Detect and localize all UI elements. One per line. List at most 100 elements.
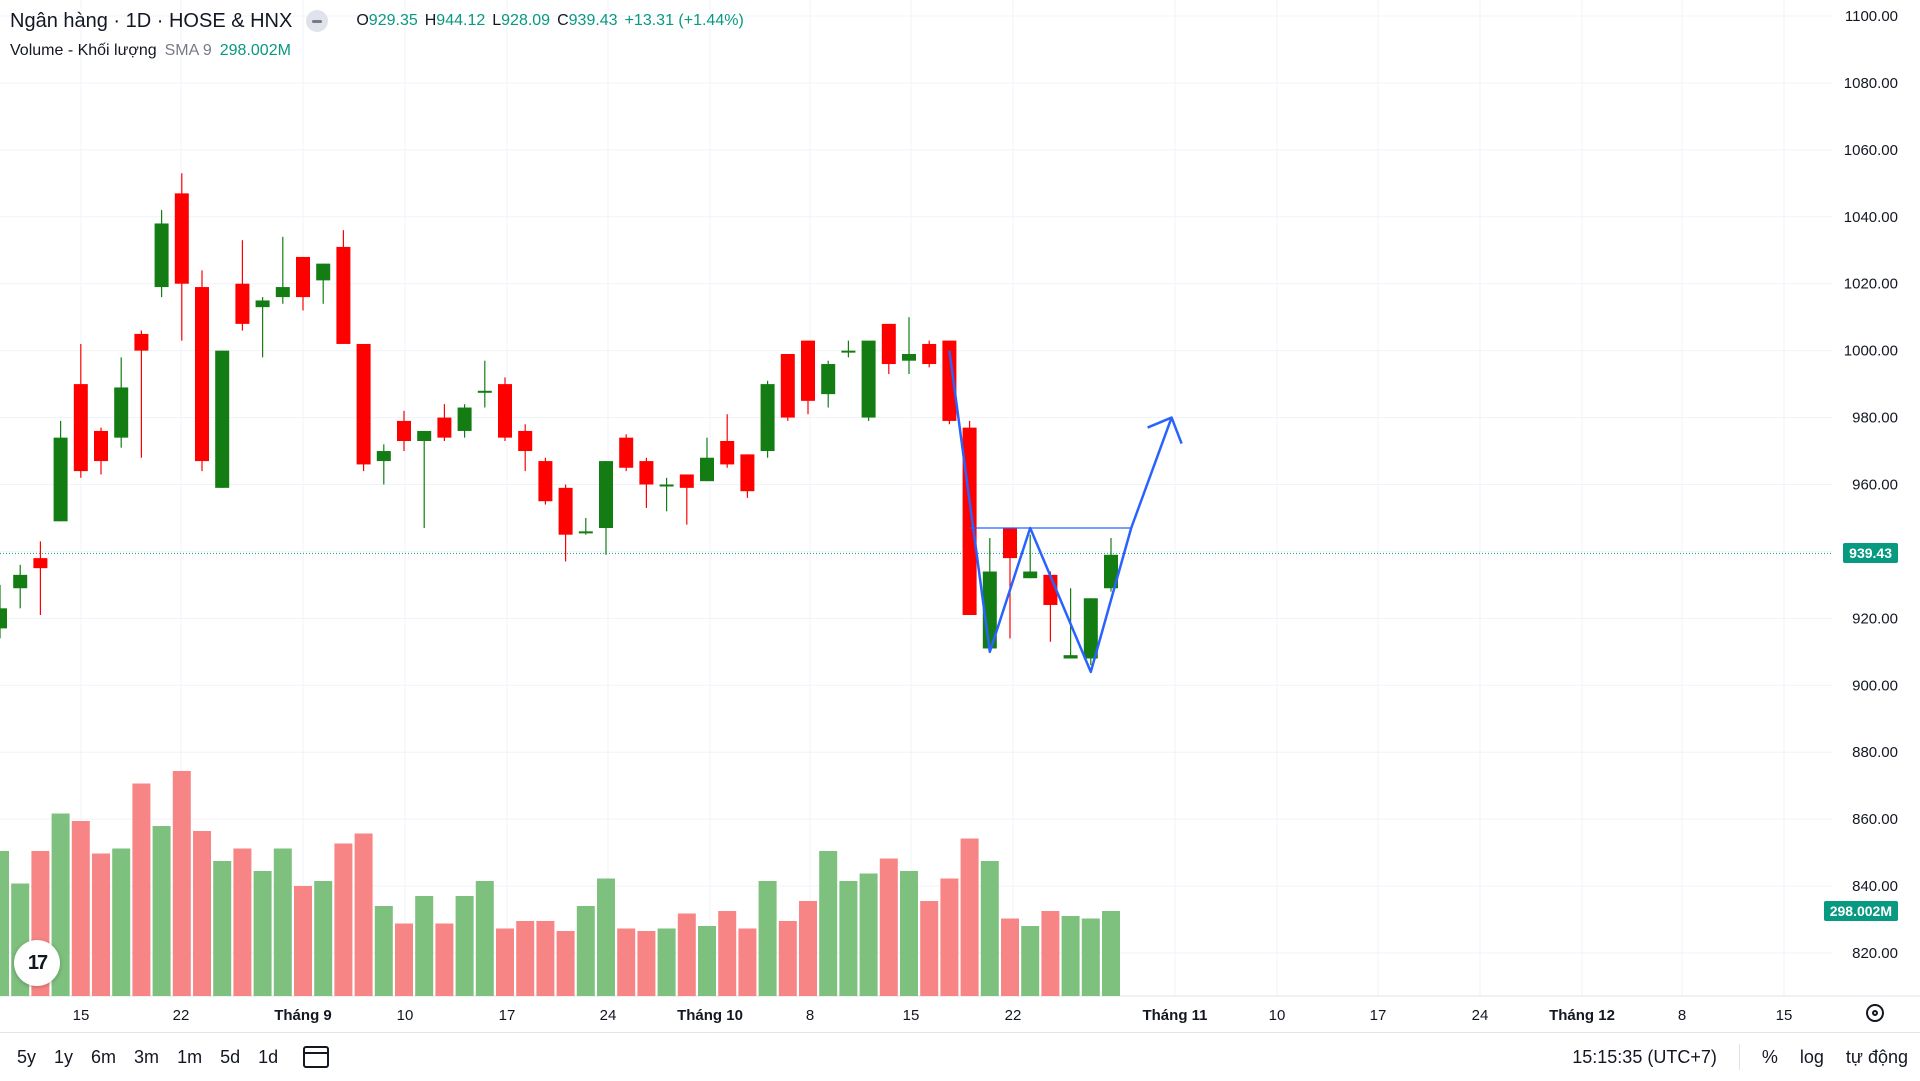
time-display[interactable]: 15:15:35 (UTC+7) xyxy=(1572,1046,1717,1067)
candle-body xyxy=(275,287,290,298)
time-tick-label: 15 xyxy=(903,1007,920,1024)
volume-bar xyxy=(879,858,898,996)
volume-bar xyxy=(112,848,131,996)
last-volume-tag: 298.002M xyxy=(1823,901,1898,921)
price-tick-label: 840.00 xyxy=(1852,878,1898,895)
candle-body xyxy=(619,437,634,468)
ohlc-values: O929.35 H944.12 L928.09 C939.43 +13.31 (… xyxy=(356,12,743,30)
price-tick-label: 1040.00 xyxy=(1844,209,1898,226)
candle-body xyxy=(94,430,108,462)
candle-body xyxy=(578,531,593,534)
volume-bar xyxy=(536,921,555,996)
tradingview-logo[interactable]: 17 xyxy=(14,940,60,986)
range-5y-button[interactable]: 5y xyxy=(17,1046,37,1067)
time-tick-label: 17 xyxy=(1370,1007,1387,1024)
volume-bar xyxy=(1061,916,1080,996)
candle-body xyxy=(760,384,775,452)
range-1d-button[interactable]: 1d xyxy=(258,1046,279,1067)
candle-body xyxy=(700,457,714,482)
double-bottom-drawing[interactable] xyxy=(948,350,1183,674)
volume-bar xyxy=(516,921,535,996)
candle-body xyxy=(0,608,7,629)
price-axis[interactable]: 1100.00 1080.00 1060.00 1040.00 1020.00 1000.… xyxy=(1844,8,1898,962)
candle-body xyxy=(1083,598,1098,659)
open-label: O xyxy=(356,12,369,29)
volume-bar xyxy=(475,881,494,996)
candle-body xyxy=(599,461,613,529)
grid xyxy=(0,0,1920,997)
range-1m-button[interactable]: 1m xyxy=(177,1046,203,1067)
volume-bar xyxy=(940,878,959,996)
candle-body xyxy=(356,343,371,465)
volume-bar xyxy=(819,851,838,996)
time-tick-label: 15 xyxy=(73,1007,90,1024)
range-6m-button[interactable]: 6m xyxy=(91,1046,117,1067)
candle-body xyxy=(902,353,916,361)
volume-bar xyxy=(1102,911,1120,996)
candle-body xyxy=(134,333,149,351)
volume-bar xyxy=(1041,911,1060,996)
arrow-head xyxy=(1147,416,1183,445)
volume-bar xyxy=(980,861,999,996)
candle-body xyxy=(195,287,209,462)
candle-body xyxy=(73,384,88,472)
volume-bar xyxy=(233,848,252,996)
volume-bar xyxy=(294,886,312,996)
candle-body xyxy=(1023,571,1038,579)
percent-scale-button[interactable]: % xyxy=(1761,1046,1778,1067)
price-tick-label: 820.00 xyxy=(1852,945,1898,962)
settings-icon[interactable] xyxy=(1866,1004,1884,1022)
price-tick-label: 1020.00 xyxy=(1844,276,1898,293)
candle-body xyxy=(1063,655,1078,659)
candle-body xyxy=(53,437,68,522)
price-tick-label: 1000.00 xyxy=(1844,343,1898,360)
candle-body xyxy=(942,340,957,421)
range-5d-button[interactable]: 5d xyxy=(220,1046,241,1067)
price-chart[interactable]: 1100.00 1080.00 1060.00 1040.00 1020.00 1000.… xyxy=(0,0,1920,1032)
range-3m-button[interactable]: 3m xyxy=(134,1046,160,1067)
range-1y-button[interactable]: 1y xyxy=(54,1046,74,1067)
candle-body xyxy=(154,223,169,288)
volume-bar xyxy=(496,928,514,996)
volume-bar xyxy=(718,911,737,996)
candle-body xyxy=(13,574,28,589)
volume-bar xyxy=(71,821,90,996)
log-scale-button[interactable]: log xyxy=(1799,1046,1824,1067)
candle-body xyxy=(861,340,876,418)
time-tick-label: 17 xyxy=(499,1007,516,1024)
price-tick-label: 860.00 xyxy=(1852,811,1898,828)
candle-body xyxy=(659,484,674,487)
volume-bar xyxy=(758,881,777,996)
candle-body xyxy=(780,353,795,418)
volume-indicator-title[interactable]: Volume - Khối lượng xyxy=(10,42,157,59)
candle-body xyxy=(538,461,553,502)
close-value: 939.43 xyxy=(568,12,618,29)
volume-bar xyxy=(334,843,353,996)
price-tick-label: 960.00 xyxy=(1852,477,1898,494)
candle-body xyxy=(235,283,250,324)
volume-bar xyxy=(556,931,575,996)
volume-bar xyxy=(273,848,292,996)
auto-scale-button[interactable]: tự động xyxy=(1845,1046,1908,1067)
collapse-legend-button[interactable] xyxy=(306,10,329,32)
last-price-tag: 939.43 xyxy=(1843,543,1898,564)
volume-bar xyxy=(900,871,918,996)
volume-bar xyxy=(435,923,454,996)
symbol-title[interactable]: Ngân hàng · 1D · HOSE & HNX xyxy=(10,9,293,32)
close-label: C xyxy=(557,12,569,29)
candle-body xyxy=(397,420,411,441)
candle-body xyxy=(558,487,573,535)
candle-body xyxy=(417,430,432,441)
volume-bar xyxy=(778,921,797,996)
volume-bar xyxy=(839,881,858,996)
calendar-icon[interactable] xyxy=(303,1046,330,1068)
candle-body xyxy=(821,364,836,395)
price-tick-label: 980.00 xyxy=(1852,410,1898,427)
volume-indicator-value: 298.002M xyxy=(219,42,291,59)
volume-bar xyxy=(132,783,151,996)
candle-body xyxy=(1003,528,1017,559)
time-axis[interactable]: 15 22 Tháng 9 10 17 24 Tháng 10 8 15 22 Tháng 11 10… xyxy=(73,1007,1793,1024)
volume-bar xyxy=(395,923,413,996)
time-tick-label: 22 xyxy=(1005,1007,1022,1024)
chart-legend: Ngân hàng · 1D · HOSE & HNX O929.35 H944… xyxy=(10,8,744,64)
